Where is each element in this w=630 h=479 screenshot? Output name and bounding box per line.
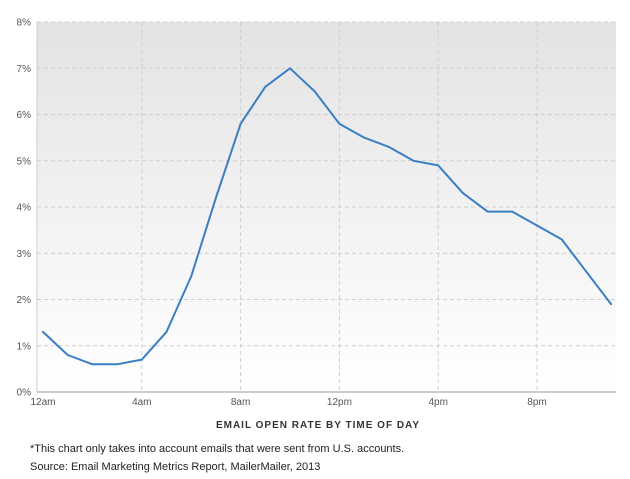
data-point xyxy=(412,159,415,162)
footnote-disclaimer: *This chart only takes into account emai… xyxy=(30,443,405,455)
data-point xyxy=(486,210,489,213)
data-point xyxy=(42,330,44,333)
data-point xyxy=(560,238,563,241)
x-tick-label: 8am xyxy=(231,397,250,408)
x-tick-label: 12pm xyxy=(327,397,352,408)
y-tick-label: 8% xyxy=(17,18,32,29)
x-axis-title: EMAIL OPEN RATE BY TIME OF DAY xyxy=(216,420,420,430)
y-tick-label: 2% xyxy=(17,295,32,306)
data-point xyxy=(462,192,464,195)
data-point xyxy=(289,67,291,70)
y-tick-label: 5% xyxy=(17,156,32,167)
data-point xyxy=(313,90,316,93)
x-tick-label: 12am xyxy=(30,397,55,408)
data-point xyxy=(91,363,94,366)
data-point xyxy=(387,145,390,148)
x-tick-label: 4am xyxy=(132,397,151,408)
data-point xyxy=(511,210,514,213)
data-point xyxy=(165,330,168,333)
y-tick-label: 7% xyxy=(17,64,32,75)
data-point xyxy=(264,85,267,88)
x-tick-label: 8pm xyxy=(527,397,546,408)
data-point xyxy=(437,164,440,167)
data-point xyxy=(66,354,69,356)
footnote-source: Source: Email Marketing Metrics Report, … xyxy=(30,461,321,473)
data-point xyxy=(585,270,588,273)
y-tick-label: 1% xyxy=(17,341,32,352)
y-tick-label: 4% xyxy=(17,203,32,214)
data-point xyxy=(215,196,217,199)
data-point xyxy=(116,363,118,366)
y-tick-label: 3% xyxy=(17,249,32,260)
data-point xyxy=(190,275,193,278)
data-point xyxy=(239,122,242,125)
data-point xyxy=(363,136,365,139)
data-point xyxy=(536,224,538,227)
series-line xyxy=(42,67,613,366)
y-tick-label: 0% xyxy=(17,388,32,399)
data-point xyxy=(140,358,143,361)
y-tick-label: 6% xyxy=(17,110,32,121)
data-point xyxy=(610,303,612,306)
x-tick-label: 4pm xyxy=(428,397,447,408)
line-chart: 0%1%2%3%4%5%6%7%8% 12am 4am 8am 12pm 4pm 8pm … xyxy=(17,18,616,430)
data-point xyxy=(338,122,341,125)
